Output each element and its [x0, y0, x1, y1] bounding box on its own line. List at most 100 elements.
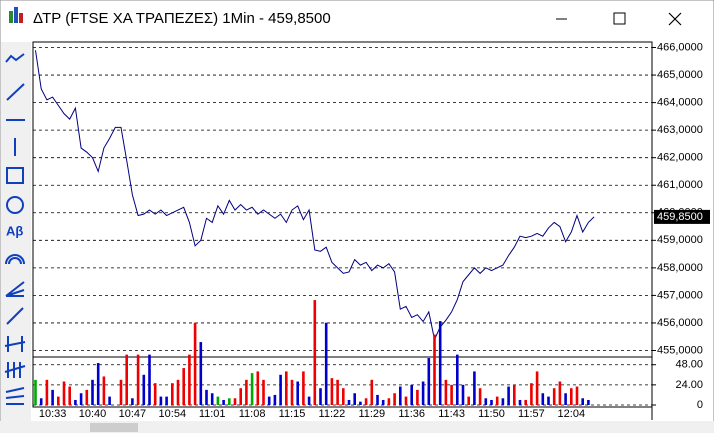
volume-bar [250, 373, 254, 405]
x-tick-label: 11:08 [239, 408, 266, 420]
x-tick-label: 11:29 [358, 408, 385, 420]
volume-bar [125, 354, 128, 405]
x-tick-label: 11:15 [279, 408, 306, 420]
y-tick-label: 465,0000 [657, 69, 703, 81]
x-tick-label: 11:43 [438, 408, 465, 420]
volume-bar [245, 379, 248, 405]
volume-bar [68, 386, 71, 405]
volume-bar [438, 321, 442, 405]
tool-trend[interactable] [6, 307, 24, 325]
volume-bar [490, 399, 493, 405]
close-button[interactable] [668, 12, 682, 26]
volume-bar [535, 371, 539, 405]
volume-bar [495, 396, 499, 405]
x-tick-label: 10:33 [39, 408, 67, 420]
volume-bar [102, 376, 106, 405]
volume-bar [119, 379, 123, 405]
volume-bar [108, 396, 111, 405]
volume-bar [262, 379, 265, 405]
volume-bar [136, 354, 140, 405]
volume-bar [410, 384, 413, 405]
volume-bar [279, 374, 282, 405]
volume-bar [433, 334, 436, 405]
tool-arc[interactable] [5, 254, 25, 265]
volume-bar [176, 379, 180, 405]
volume-bar [558, 381, 562, 405]
volume-bar [199, 342, 203, 405]
x-tick-label: 11:50 [478, 408, 505, 420]
volume-bar [131, 398, 134, 405]
volume-bar [575, 386, 579, 405]
last-value-label: 459,8500 [657, 211, 703, 223]
volume-bar [96, 363, 100, 405]
tool-line[interactable] [6, 83, 25, 101]
y-tick-label: 461,0000 [657, 179, 703, 191]
volume-bar [518, 399, 522, 405]
volume-bar [570, 388, 573, 405]
volume-bar [404, 396, 408, 405]
volume-bar [501, 398, 505, 405]
x-tick-label: 10:40 [79, 408, 107, 420]
tool-grid[interactable] [4, 362, 26, 378]
volume-bar [165, 396, 168, 405]
volume-bar [148, 354, 151, 405]
plot-area [32, 41, 653, 408]
volume-bar [507, 386, 510, 405]
volume-bar [239, 388, 242, 405]
tool-fib[interactable] [5, 387, 25, 405]
x-tick-label: 10:47 [119, 408, 147, 420]
volume-bar [319, 388, 322, 405]
tool-chart[interactable] [5, 53, 25, 63]
y-tick-label: 458,0000 [657, 262, 703, 274]
volume-bar [484, 398, 488, 405]
title-bar: ΔΤΡ (FTSE ΧΑ ΤΡΑΠΕΖΕΣ) 1Min - 459,8500 [9, 7, 682, 27]
volume-bar [513, 384, 516, 405]
volume-bar [421, 381, 425, 405]
volume-bar [450, 384, 453, 405]
volume-bar [45, 379, 49, 405]
volume-bar [296, 381, 299, 405]
volume-bar [302, 371, 305, 405]
volume-bar [91, 379, 94, 405]
chart-layer: 455,0000 456,0000 457,0000 458,0000 459,0000… [33, 41, 710, 420]
volume-bar [547, 396, 550, 405]
y-tick-label: 455,0000 [657, 344, 703, 356]
volume-bar [461, 384, 465, 405]
y-tick-label: 463,0000 [657, 124, 703, 136]
scrollbar[interactable] [0, 421, 714, 433]
tool-fan[interactable] [5, 281, 25, 297]
x-tick-label: 12:04 [558, 408, 586, 420]
volume-bar [564, 393, 567, 405]
tool-ellipse[interactable] [6, 196, 24, 214]
volume-bar [381, 399, 385, 405]
volume-bar [193, 322, 197, 405]
volume-bar [153, 383, 157, 405]
tool-channel[interactable] [4, 336, 26, 352]
scroll-thumb[interactable] [90, 423, 138, 432]
volume-bar [524, 399, 527, 405]
volume-bar [376, 394, 379, 405]
volume-bar [79, 393, 83, 405]
tool-text[interactable]: Aβ [6, 223, 23, 238]
volume-bar [324, 322, 328, 405]
maximize-button[interactable] [613, 12, 626, 25]
volume-bar [142, 374, 146, 405]
volume-bar [427, 358, 431, 405]
volume-bar [159, 396, 163, 405]
volume-bar [387, 398, 391, 405]
y-tick-label: 462,0000 [657, 152, 703, 164]
volume-bar [267, 396, 271, 405]
volume-bar [467, 396, 470, 405]
volume-bar [416, 389, 419, 405]
volume-bar [233, 398, 237, 405]
y-tick-label: 464,0000 [657, 97, 703, 109]
tool-rect[interactable] [6, 167, 24, 184]
x-tick-label: 11:01 [199, 408, 226, 420]
y-tick-label: 466,0000 [657, 41, 703, 53]
volume-bar [330, 378, 334, 405]
volume-bar [62, 381, 66, 405]
volume-bar [222, 399, 225, 405]
y-tick-label: 24.00 [675, 379, 703, 391]
app-icon [9, 11, 13, 23]
